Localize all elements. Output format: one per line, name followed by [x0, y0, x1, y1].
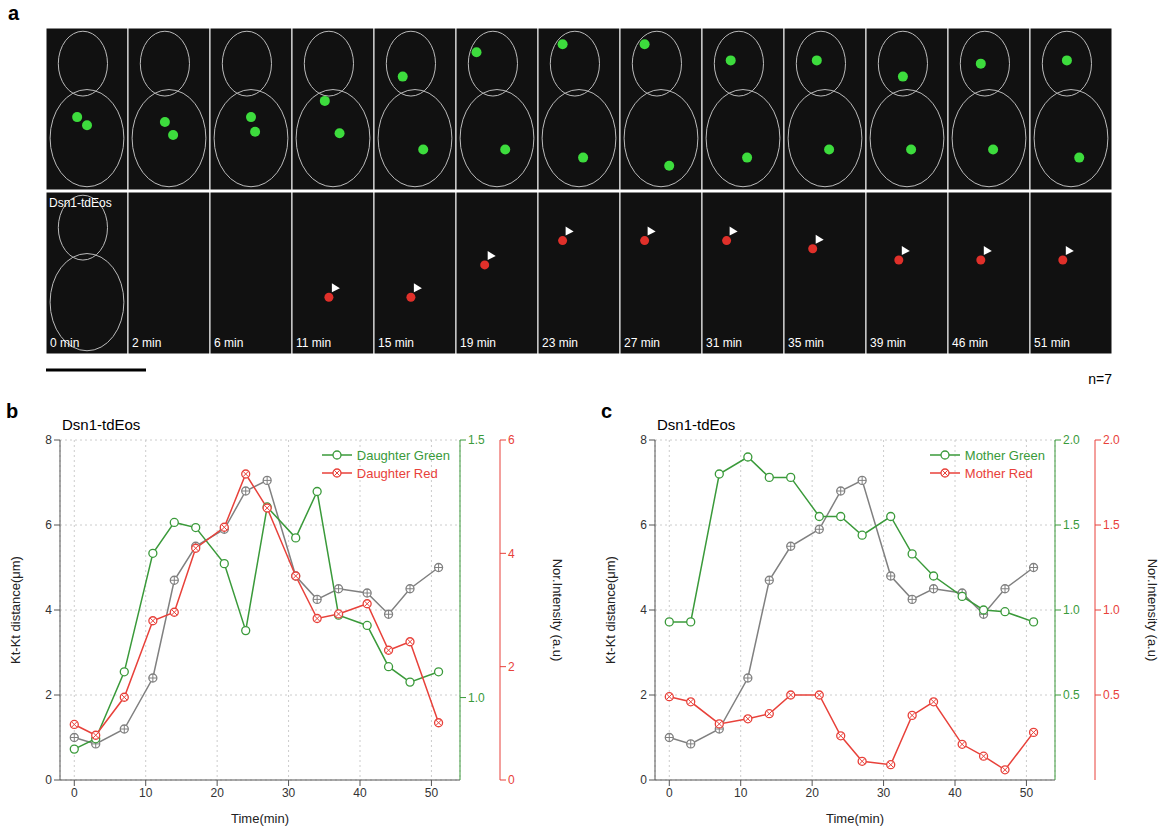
svg-text:6: 6: [508, 433, 515, 447]
svg-text:20: 20: [210, 786, 224, 800]
svg-text:Nor.Intensity (a.u): Nor.Intensity (a.u): [1145, 559, 1160, 662]
svg-text:50: 50: [425, 786, 439, 800]
svg-text:1.0: 1.0: [1103, 603, 1120, 617]
svg-text:2 min: 2 min: [132, 336, 161, 350]
svg-text:0: 0: [666, 786, 673, 800]
svg-text:1.5: 1.5: [1063, 518, 1080, 532]
svg-text:Nor.Intensity (a.u): Nor.Intensity (a.u): [550, 559, 565, 662]
html-text:b: b: [6, 400, 19, 422]
html-text:Daughter Green: Daughter Green: [356, 447, 450, 463]
svg-text:2: 2: [45, 688, 52, 702]
svg-text:4: 4: [45, 603, 52, 617]
svg-text:15 min: 15 min: [378, 336, 414, 350]
svg-text:35 min: 35 min: [788, 336, 824, 350]
svg-text:40: 40: [948, 786, 962, 800]
svg-text:0 min: 0 min: [50, 336, 79, 350]
svg-text:0.5: 0.5: [1103, 688, 1120, 702]
svg-text:0: 0: [508, 773, 515, 787]
svg-text:2.0: 2.0: [1063, 433, 1080, 447]
svg-text:19 min: 19 min: [460, 336, 496, 350]
html-text:Daughter Red: Daughter Red: [356, 465, 438, 481]
svg-text:0.5: 0.5: [1063, 688, 1080, 702]
svg-text:11 min: 11 min: [296, 336, 331, 350]
svg-text:10: 10: [139, 786, 153, 800]
svg-text:40: 40: [353, 786, 367, 800]
svg-text:4: 4: [508, 547, 515, 561]
svg-text:51 min: 51 min: [1034, 336, 1070, 350]
svg-text:1.0: 1.0: [468, 691, 485, 705]
html-text:c: c: [601, 400, 613, 422]
svg-text:0: 0: [45, 773, 52, 787]
svg-text:a: a: [8, 2, 20, 24]
svg-text:n=7: n=7: [1088, 371, 1112, 387]
svg-text:1.0: 1.0: [1063, 603, 1080, 617]
svg-text:0: 0: [71, 786, 78, 800]
svg-text:2: 2: [640, 688, 647, 702]
svg-text:8: 8: [640, 433, 647, 447]
html-text:Mother Red: Mother Red: [964, 465, 1033, 481]
svg-text:10: 10: [734, 786, 748, 800]
svg-text:31 min: 31 min: [706, 336, 742, 350]
svg-text:27 min: 27 min: [624, 336, 660, 350]
svg-text:30: 30: [877, 786, 891, 800]
svg-text:6: 6: [45, 518, 52, 532]
svg-text:Kt-Kt distance(μm): Kt-Kt distance(μm): [8, 556, 23, 664]
svg-text:30: 30: [282, 786, 296, 800]
html-text:Dsn1-tdEos: Dsn1-tdEos: [657, 416, 736, 433]
html-text:Mother Green: Mother Green: [964, 447, 1045, 463]
svg-text:2: 2: [508, 660, 515, 674]
svg-text:Time(min): Time(min): [826, 811, 884, 826]
svg-text:1.5: 1.5: [468, 433, 485, 447]
svg-text:8: 8: [45, 433, 52, 447]
svg-text:6 min: 6 min: [214, 336, 243, 350]
svg-text:50: 50: [1020, 786, 1034, 800]
svg-text:Time(min): Time(min): [231, 811, 289, 826]
svg-text:0: 0: [640, 773, 647, 787]
svg-text:46 min: 46 min: [952, 336, 988, 350]
html-text:Dsn1-tdEos: Dsn1-tdEos: [62, 416, 141, 433]
svg-text:23 min: 23 min: [542, 336, 578, 350]
svg-text:6: 6: [640, 518, 647, 532]
svg-text:Kt-Kt distance(μm): Kt-Kt distance(μm): [603, 556, 618, 664]
svg-text:39 min: 39 min: [870, 336, 906, 350]
svg-text:1.5: 1.5: [1103, 518, 1120, 532]
svg-text:4: 4: [640, 603, 647, 617]
svg-text:Dsn1-tdEos: Dsn1-tdEos: [49, 196, 112, 210]
svg-text:20: 20: [805, 786, 819, 800]
svg-text:2.0: 2.0: [1103, 433, 1120, 447]
